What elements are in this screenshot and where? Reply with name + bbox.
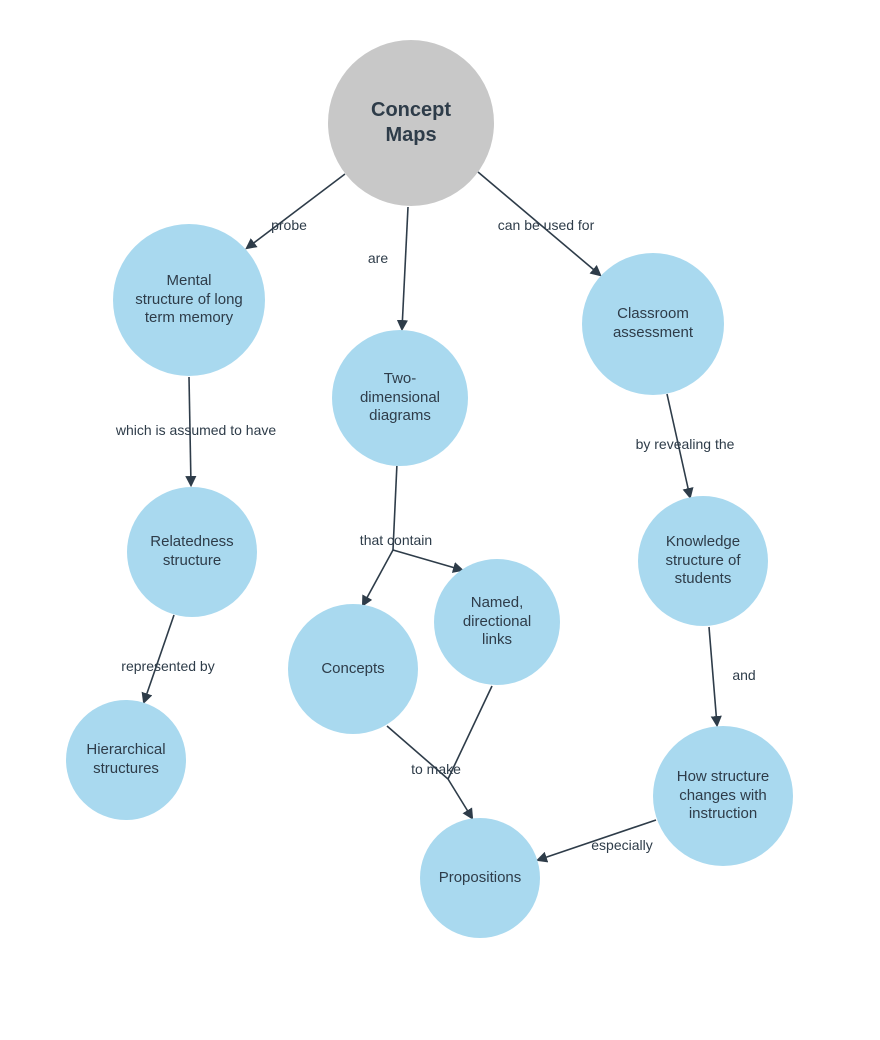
node-links: Named,directionallinks [434,559,560,685]
node-label: Named,directionallinks [463,594,531,650]
node-twodim: Two-dimensionaldiagrams [332,330,468,466]
node-root: ConceptMaps [328,40,494,206]
node-relatedness: Relatednessstructure [127,487,257,617]
edge-label: can be used for [498,217,595,233]
node-prop: Propositions [420,818,540,938]
edge-label: represented by [121,658,214,674]
node-knowledge: Knowledgestructure ofstudents [638,496,768,626]
node-hier: Hierarchicalstructures [66,700,186,820]
node-label: Knowledgestructure ofstudents [665,533,740,589]
node-label: Two-dimensionaldiagrams [360,370,440,426]
node-label: Concepts [321,660,384,679]
edge-label: to make [411,761,461,777]
node-label: Relatednessstructure [150,533,233,571]
node-mental: Mentalstructure of longterm memory [113,224,265,376]
concept-map-canvas: ConceptMaps Mentalstructure of longterm m… [0,0,880,1040]
edge-label: that contain [360,532,432,548]
node-label: How structurechanges withinstruction [677,768,770,824]
node-label: Propositions [439,869,522,888]
edge-label: are [368,250,388,266]
node-classroom: Classroomassessment [582,253,724,395]
edge-label: especially [591,837,652,853]
node-label: ConceptMaps [371,98,451,148]
edge-label: and [732,667,755,683]
edge-label: by revealing the [636,436,735,452]
edge-label: which is assumed to have [116,422,276,438]
node-label: Hierarchicalstructures [86,741,165,779]
node-concepts: Concepts [288,604,418,734]
node-label: Mentalstructure of longterm memory [135,272,243,328]
node-howchange: How structurechanges withinstruction [653,726,793,866]
edge-label: probe [271,217,307,233]
node-label: Classroomassessment [613,305,693,343]
